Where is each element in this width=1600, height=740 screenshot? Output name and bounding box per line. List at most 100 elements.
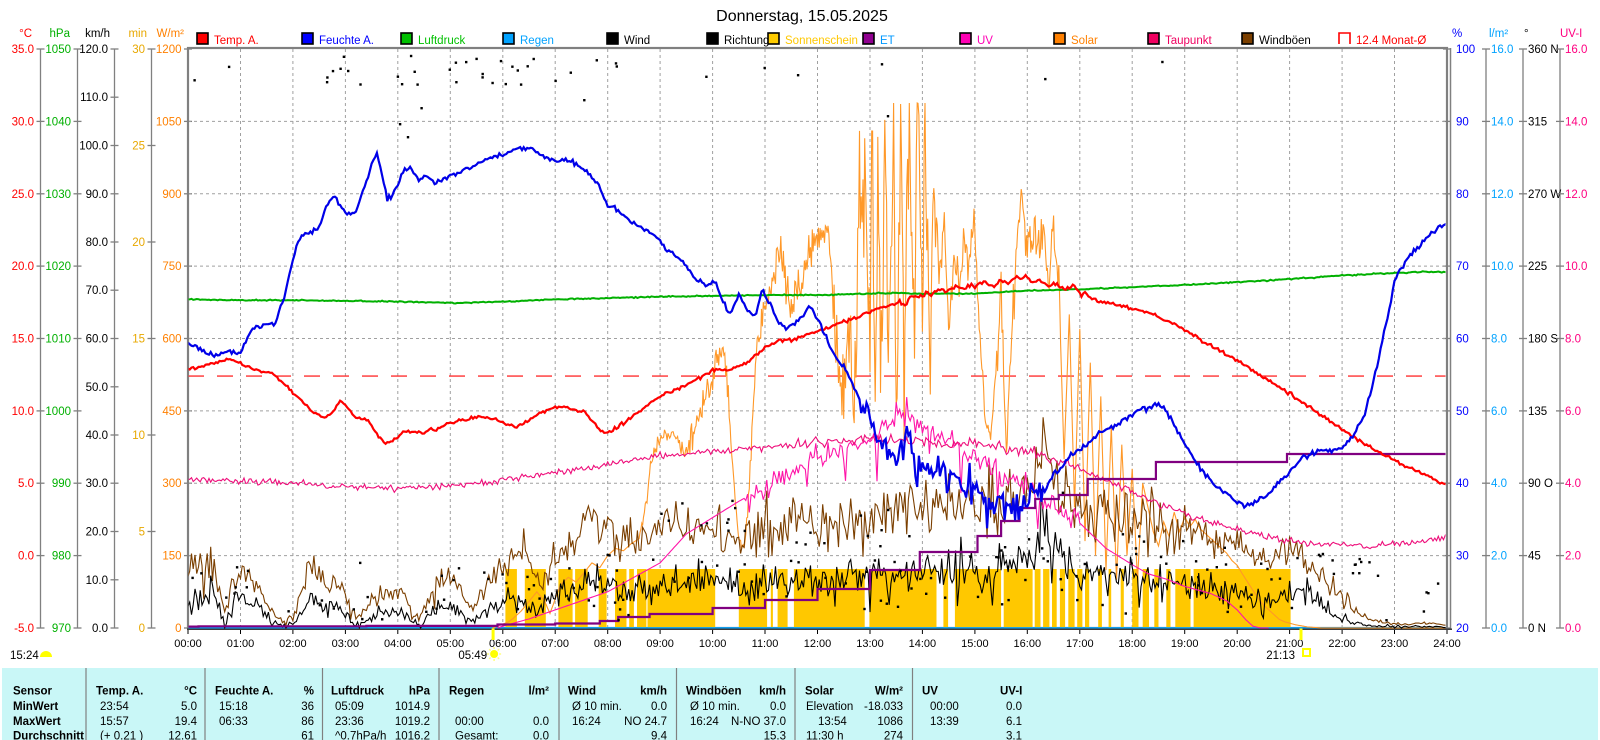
svg-text:05:09: 05:09 bbox=[335, 701, 364, 713]
svg-text:01:00: 01:00 bbox=[227, 638, 255, 650]
svg-text:120.0: 120.0 bbox=[79, 44, 108, 56]
svg-text:980: 980 bbox=[52, 551, 71, 563]
svg-text:Sonnenschein: Sonnenschein bbox=[785, 35, 858, 47]
svg-text:Elevation: Elevation bbox=[806, 701, 853, 713]
svg-text:min: min bbox=[128, 28, 147, 40]
svg-text:16:00: 16:00 bbox=[1014, 638, 1042, 650]
svg-text:0.0: 0.0 bbox=[1006, 701, 1022, 713]
svg-text:15.0: 15.0 bbox=[12, 334, 34, 346]
svg-text:8.0: 8.0 bbox=[1565, 334, 1581, 346]
svg-text:Regen: Regen bbox=[449, 686, 484, 698]
svg-text:50: 50 bbox=[1456, 406, 1469, 418]
svg-text:135: 135 bbox=[1528, 406, 1547, 418]
svg-text:16:24: 16:24 bbox=[572, 716, 601, 728]
svg-text:UV-I: UV-I bbox=[1560, 28, 1582, 40]
svg-text:450: 450 bbox=[162, 406, 181, 418]
svg-text:Solar: Solar bbox=[1071, 35, 1098, 47]
svg-text:60: 60 bbox=[1456, 334, 1469, 346]
svg-text:5.0: 5.0 bbox=[18, 478, 34, 490]
svg-text:25: 25 bbox=[132, 141, 145, 153]
svg-text:10.0: 10.0 bbox=[86, 575, 108, 587]
svg-text:Wind: Wind bbox=[624, 35, 650, 47]
svg-text:1030: 1030 bbox=[45, 189, 71, 201]
svg-text:270 W: 270 W bbox=[1528, 189, 1561, 201]
svg-text:1000: 1000 bbox=[45, 406, 71, 418]
svg-text:24:00: 24:00 bbox=[1433, 638, 1461, 650]
svg-text:0.0: 0.0 bbox=[533, 731, 549, 740]
svg-text:2.0: 2.0 bbox=[1491, 551, 1507, 563]
svg-text:06:33: 06:33 bbox=[219, 716, 248, 728]
svg-text:1010: 1010 bbox=[45, 334, 71, 346]
svg-text:80.0: 80.0 bbox=[86, 237, 108, 249]
svg-text:86: 86 bbox=[301, 716, 314, 728]
svg-text:l/m²: l/m² bbox=[529, 686, 550, 698]
svg-text:90.0: 90.0 bbox=[86, 189, 108, 201]
svg-text:14:00: 14:00 bbox=[909, 638, 937, 650]
svg-text:km/h: km/h bbox=[759, 686, 786, 698]
svg-text:0.0: 0.0 bbox=[651, 701, 667, 713]
svg-text:90: 90 bbox=[1456, 116, 1469, 128]
svg-text:MaxWert: MaxWert bbox=[13, 716, 61, 728]
svg-text:18:00: 18:00 bbox=[1118, 638, 1146, 650]
svg-text:13:00: 13:00 bbox=[856, 638, 884, 650]
svg-text:°C: °C bbox=[184, 686, 197, 698]
svg-text:2.0: 2.0 bbox=[1565, 551, 1581, 563]
svg-text:12:00: 12:00 bbox=[804, 638, 832, 650]
svg-text:80: 80 bbox=[1456, 189, 1469, 201]
svg-text:hPa: hPa bbox=[409, 686, 431, 698]
svg-text:MinWert: MinWert bbox=[13, 701, 58, 713]
svg-text:20: 20 bbox=[1456, 623, 1469, 635]
svg-text:45: 45 bbox=[1528, 551, 1541, 563]
svg-text:km/h: km/h bbox=[85, 28, 110, 40]
svg-text:16.0: 16.0 bbox=[1565, 44, 1587, 56]
svg-text:Solar: Solar bbox=[805, 686, 834, 698]
svg-text:11:30 h: 11:30 h bbox=[806, 731, 844, 740]
svg-text:hPa: hPa bbox=[50, 28, 71, 40]
svg-text:12.4 Monat-Ø: 12.4 Monat-Ø bbox=[1356, 35, 1426, 47]
svg-text:15:24: 15:24 bbox=[10, 650, 39, 662]
svg-text:6.1: 6.1 bbox=[1006, 716, 1022, 728]
svg-text:NO 24.7: NO 24.7 bbox=[624, 716, 667, 728]
svg-text:Gesamt:: Gesamt: bbox=[455, 731, 498, 740]
svg-text:0.0: 0.0 bbox=[533, 716, 549, 728]
svg-text:Richtung: Richtung bbox=[724, 35, 769, 47]
svg-text:Feuchte A.: Feuchte A. bbox=[215, 686, 273, 698]
svg-text:1019.2: 1019.2 bbox=[395, 716, 430, 728]
svg-text:l/m²: l/m² bbox=[1489, 28, 1508, 40]
svg-text:00:00: 00:00 bbox=[455, 716, 484, 728]
svg-text:19.4: 19.4 bbox=[175, 716, 198, 728]
svg-text:Temp. A.: Temp. A. bbox=[214, 35, 259, 47]
svg-text:Ø 10 min.: Ø 10 min. bbox=[572, 701, 622, 713]
svg-text:10: 10 bbox=[132, 430, 145, 442]
svg-text:8.0: 8.0 bbox=[1491, 334, 1507, 346]
svg-text:15:00: 15:00 bbox=[961, 638, 989, 650]
svg-text:4.0: 4.0 bbox=[1565, 478, 1581, 490]
svg-text:16.0: 16.0 bbox=[1491, 44, 1513, 56]
svg-text:20.0: 20.0 bbox=[86, 527, 108, 539]
svg-text:3.1: 3.1 bbox=[1006, 731, 1022, 740]
svg-text:23:00: 23:00 bbox=[1381, 638, 1409, 650]
svg-text:15: 15 bbox=[132, 334, 145, 346]
svg-text:30.0: 30.0 bbox=[86, 478, 108, 490]
svg-text:06:00: 06:00 bbox=[489, 638, 517, 650]
svg-text:1016.2: 1016.2 bbox=[395, 731, 430, 740]
svg-text:Luftdruck: Luftdruck bbox=[418, 35, 466, 47]
svg-text:1014.9: 1014.9 bbox=[395, 701, 430, 713]
svg-text:0: 0 bbox=[175, 623, 181, 635]
svg-text:1086: 1086 bbox=[877, 716, 903, 728]
svg-text:1200: 1200 bbox=[156, 44, 182, 56]
svg-text:100: 100 bbox=[1456, 44, 1475, 56]
svg-text:0 N: 0 N bbox=[1528, 623, 1546, 635]
svg-text:100.0: 100.0 bbox=[79, 141, 108, 153]
svg-text:20.0: 20.0 bbox=[12, 261, 34, 273]
svg-text:(+ 0.21 ): (+ 0.21 ) bbox=[100, 731, 143, 740]
svg-text:0: 0 bbox=[139, 623, 145, 635]
svg-text:%: % bbox=[304, 686, 314, 698]
svg-text:km/h: km/h bbox=[640, 686, 667, 698]
svg-text:60.0: 60.0 bbox=[86, 334, 108, 346]
svg-text:15.3: 15.3 bbox=[764, 731, 786, 740]
svg-text:360 N: 360 N bbox=[1528, 44, 1559, 56]
svg-text:0.0: 0.0 bbox=[1565, 623, 1581, 635]
svg-text:61: 61 bbox=[301, 731, 314, 740]
svg-text:6.0: 6.0 bbox=[1565, 406, 1581, 418]
